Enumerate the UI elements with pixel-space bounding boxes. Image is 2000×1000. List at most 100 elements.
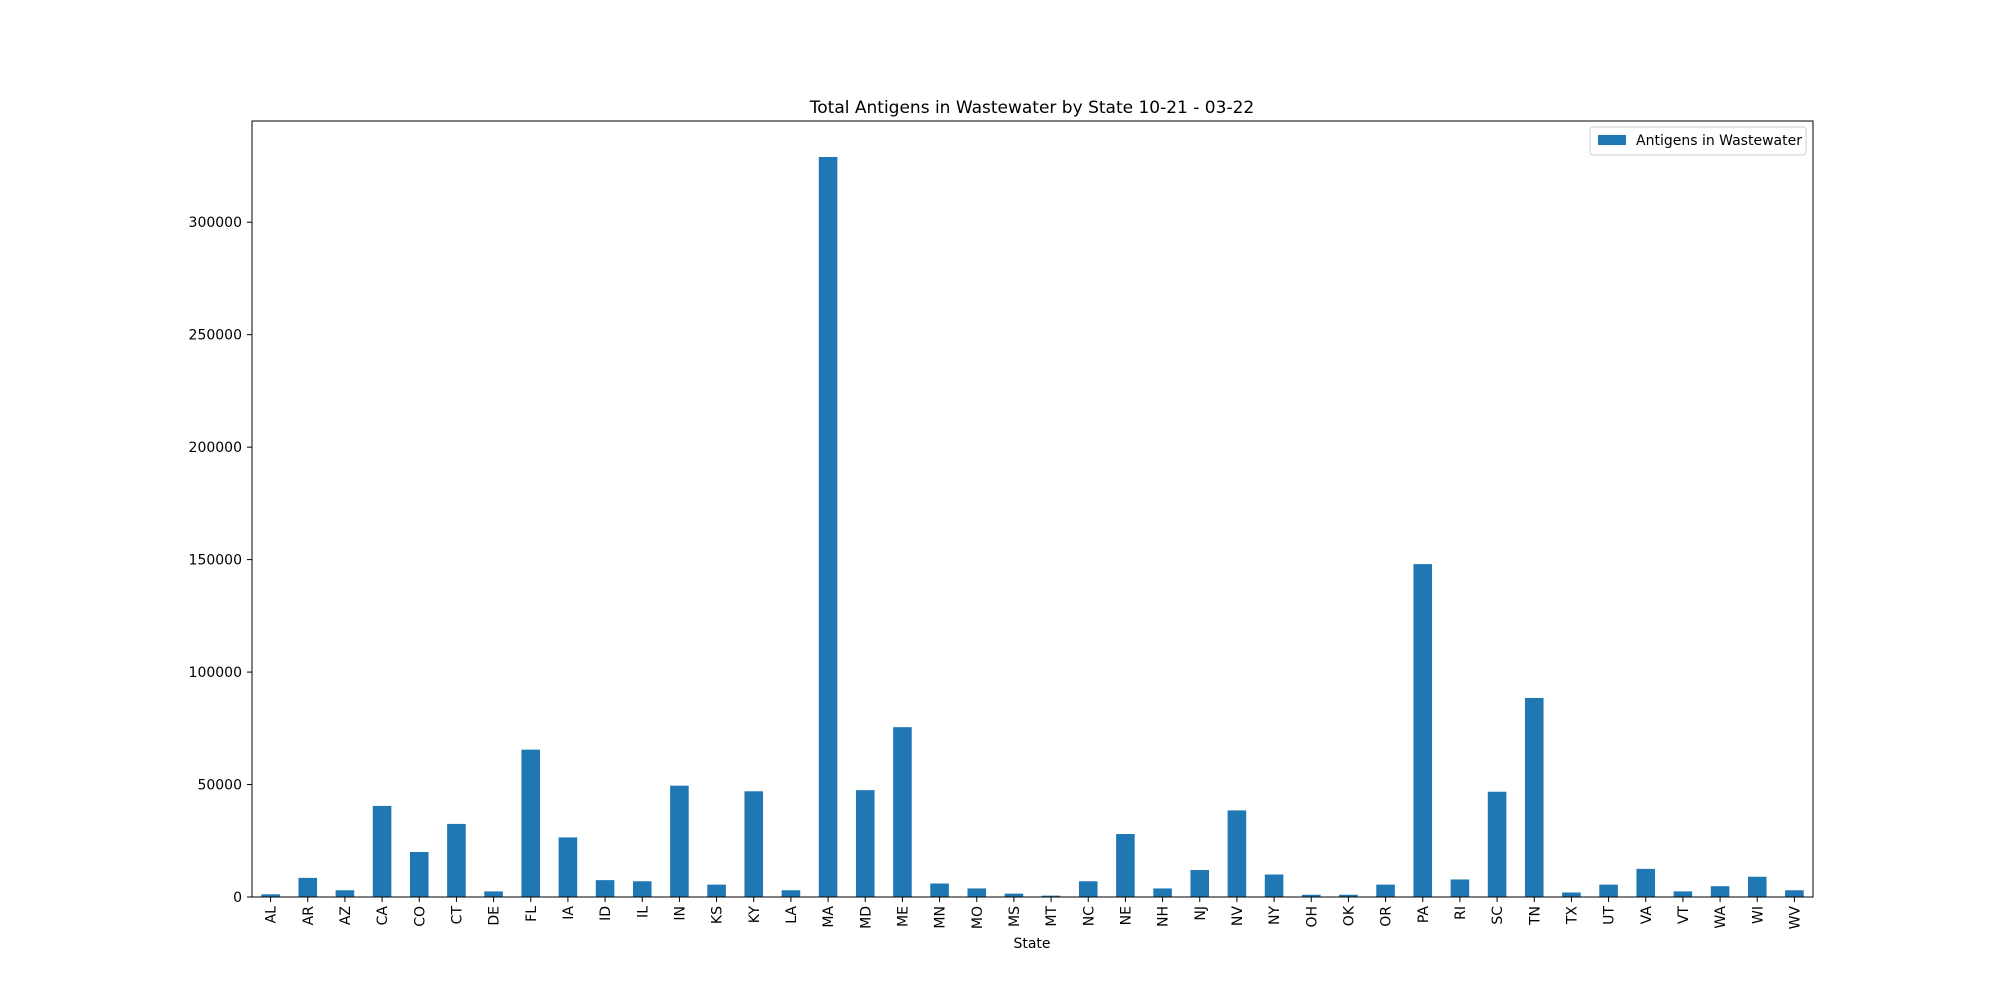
y-axis-ticks: 0 50000 100000 150000 200000 250000 300000	[189, 215, 252, 906]
x-tick-label: TN	[1527, 906, 1543, 926]
x-tick-label: MD	[858, 906, 874, 929]
legend: Antigens in Wastewater	[1589, 126, 1807, 156]
x-tick-label: MA	[821, 906, 837, 928]
plot-frame	[251, 120, 1814, 898]
y-tick-label: 250000	[189, 328, 242, 344]
bar-ks	[707, 884, 726, 897]
x-tick-label: AZ	[338, 906, 354, 925]
y-tick-label: 0	[233, 890, 242, 906]
bar-or	[1376, 884, 1395, 897]
x-tick-label: ME	[895, 906, 911, 927]
bar-tn	[1524, 697, 1544, 897]
x-tick-label: AR	[301, 906, 317, 926]
bar-ma	[818, 156, 838, 898]
y-tick-label: 50000	[197, 778, 242, 794]
x-tick-label: ID	[598, 906, 614, 921]
bar-ri	[1450, 879, 1470, 897]
bar-pa	[1413, 564, 1433, 897]
x-axis-ticks: AL AR AZ CA CO CT DE FL IA ID IL IN KS KY LA MA MD ME MN MO…	[264, 897, 1803, 930]
bar-wi	[1747, 876, 1767, 897]
x-tick-label: KS	[710, 906, 726, 924]
y-tick-label: 200000	[189, 440, 242, 456]
bar-tx	[1562, 892, 1581, 897]
x-tick-label: DE	[487, 906, 503, 926]
bar-ct	[447, 823, 466, 897]
x-tick-label: PA	[1416, 906, 1432, 924]
bar-ca	[372, 805, 392, 897]
x-tick-label: RI	[1453, 906, 1469, 920]
bar-co	[409, 852, 429, 897]
bar-sc	[1487, 791, 1507, 897]
bar-ky	[744, 791, 764, 897]
x-tick-label: WA	[1713, 906, 1729, 929]
x-tick-label: KY	[747, 906, 763, 924]
bar-mo	[967, 888, 987, 897]
x-tick-label: MN	[933, 906, 949, 929]
legend-swatch	[1598, 135, 1626, 145]
x-tick-label: LA	[784, 906, 800, 924]
bar-mn	[930, 883, 949, 897]
y-tick-label: 150000	[189, 553, 242, 569]
bar-nh	[1153, 888, 1172, 897]
bar-mt	[1041, 895, 1061, 897]
x-tick-label: IL	[635, 906, 651, 918]
x-tick-label: SC	[1490, 906, 1506, 925]
bar-nv	[1227, 810, 1247, 897]
x-tick-label: OK	[1341, 905, 1357, 926]
x-tick-label: OR	[1379, 906, 1395, 927]
x-tick-label: VA	[1639, 906, 1655, 925]
x-tick-label: IN	[672, 906, 688, 921]
x-tick-label: AL	[264, 906, 280, 924]
bar-az	[335, 890, 355, 897]
x-axis-label: State	[1013, 936, 1050, 952]
legend-label: Antigens in Wastewater	[1636, 133, 1802, 149]
legend-box	[1589, 126, 1807, 156]
bar-ny	[1264, 874, 1284, 897]
x-tick-label: FL	[524, 906, 540, 922]
x-tick-label: NV	[1230, 906, 1246, 926]
bar-va	[1636, 868, 1656, 897]
bar-al	[261, 894, 280, 897]
x-tick-label: CO	[412, 906, 428, 927]
bar-nc	[1078, 881, 1098, 897]
x-tick-label: VT	[1676, 906, 1692, 925]
bar-wa	[1710, 886, 1730, 897]
x-tick-label: NH	[1156, 906, 1172, 927]
bar-id	[595, 880, 615, 897]
bar-vt	[1673, 891, 1693, 897]
bar-ok	[1339, 894, 1358, 897]
bar-md	[855, 790, 875, 897]
bar-la	[781, 890, 801, 897]
bar-de	[484, 891, 503, 897]
chart-title: Total Antigens in Wastewater by State 10…	[809, 98, 1254, 118]
bar-me	[893, 727, 912, 897]
x-tick-label: NY	[1267, 906, 1283, 925]
bar-il	[632, 881, 652, 897]
x-tick-label: UT	[1602, 906, 1618, 925]
x-tick-label: NE	[1118, 906, 1134, 925]
bar-nj	[1190, 870, 1210, 897]
bar-ms	[1004, 893, 1024, 897]
x-tick-label: WI	[1750, 906, 1766, 924]
x-tick-label: IA	[561, 906, 577, 920]
bar-wv	[1785, 890, 1804, 897]
x-tick-label: NC	[1081, 906, 1097, 926]
bars	[261, 156, 1804, 898]
y-tick-label: 100000	[189, 665, 242, 681]
y-tick-label: 300000	[189, 215, 242, 231]
bar-fl	[521, 749, 541, 897]
x-tick-label: MS	[1007, 906, 1023, 927]
bar-ar	[298, 877, 318, 897]
x-tick-label: MO	[970, 906, 986, 929]
bar-ne	[1116, 834, 1135, 897]
x-tick-label: NJ	[1193, 906, 1209, 921]
x-tick-label: WV	[1787, 906, 1803, 930]
x-tick-label: CA	[375, 906, 391, 926]
bar-in	[670, 785, 689, 897]
bar-ut	[1599, 884, 1618, 897]
bar-oh	[1301, 894, 1321, 897]
x-tick-label: OH	[1304, 906, 1320, 928]
x-tick-label: CT	[449, 906, 465, 925]
